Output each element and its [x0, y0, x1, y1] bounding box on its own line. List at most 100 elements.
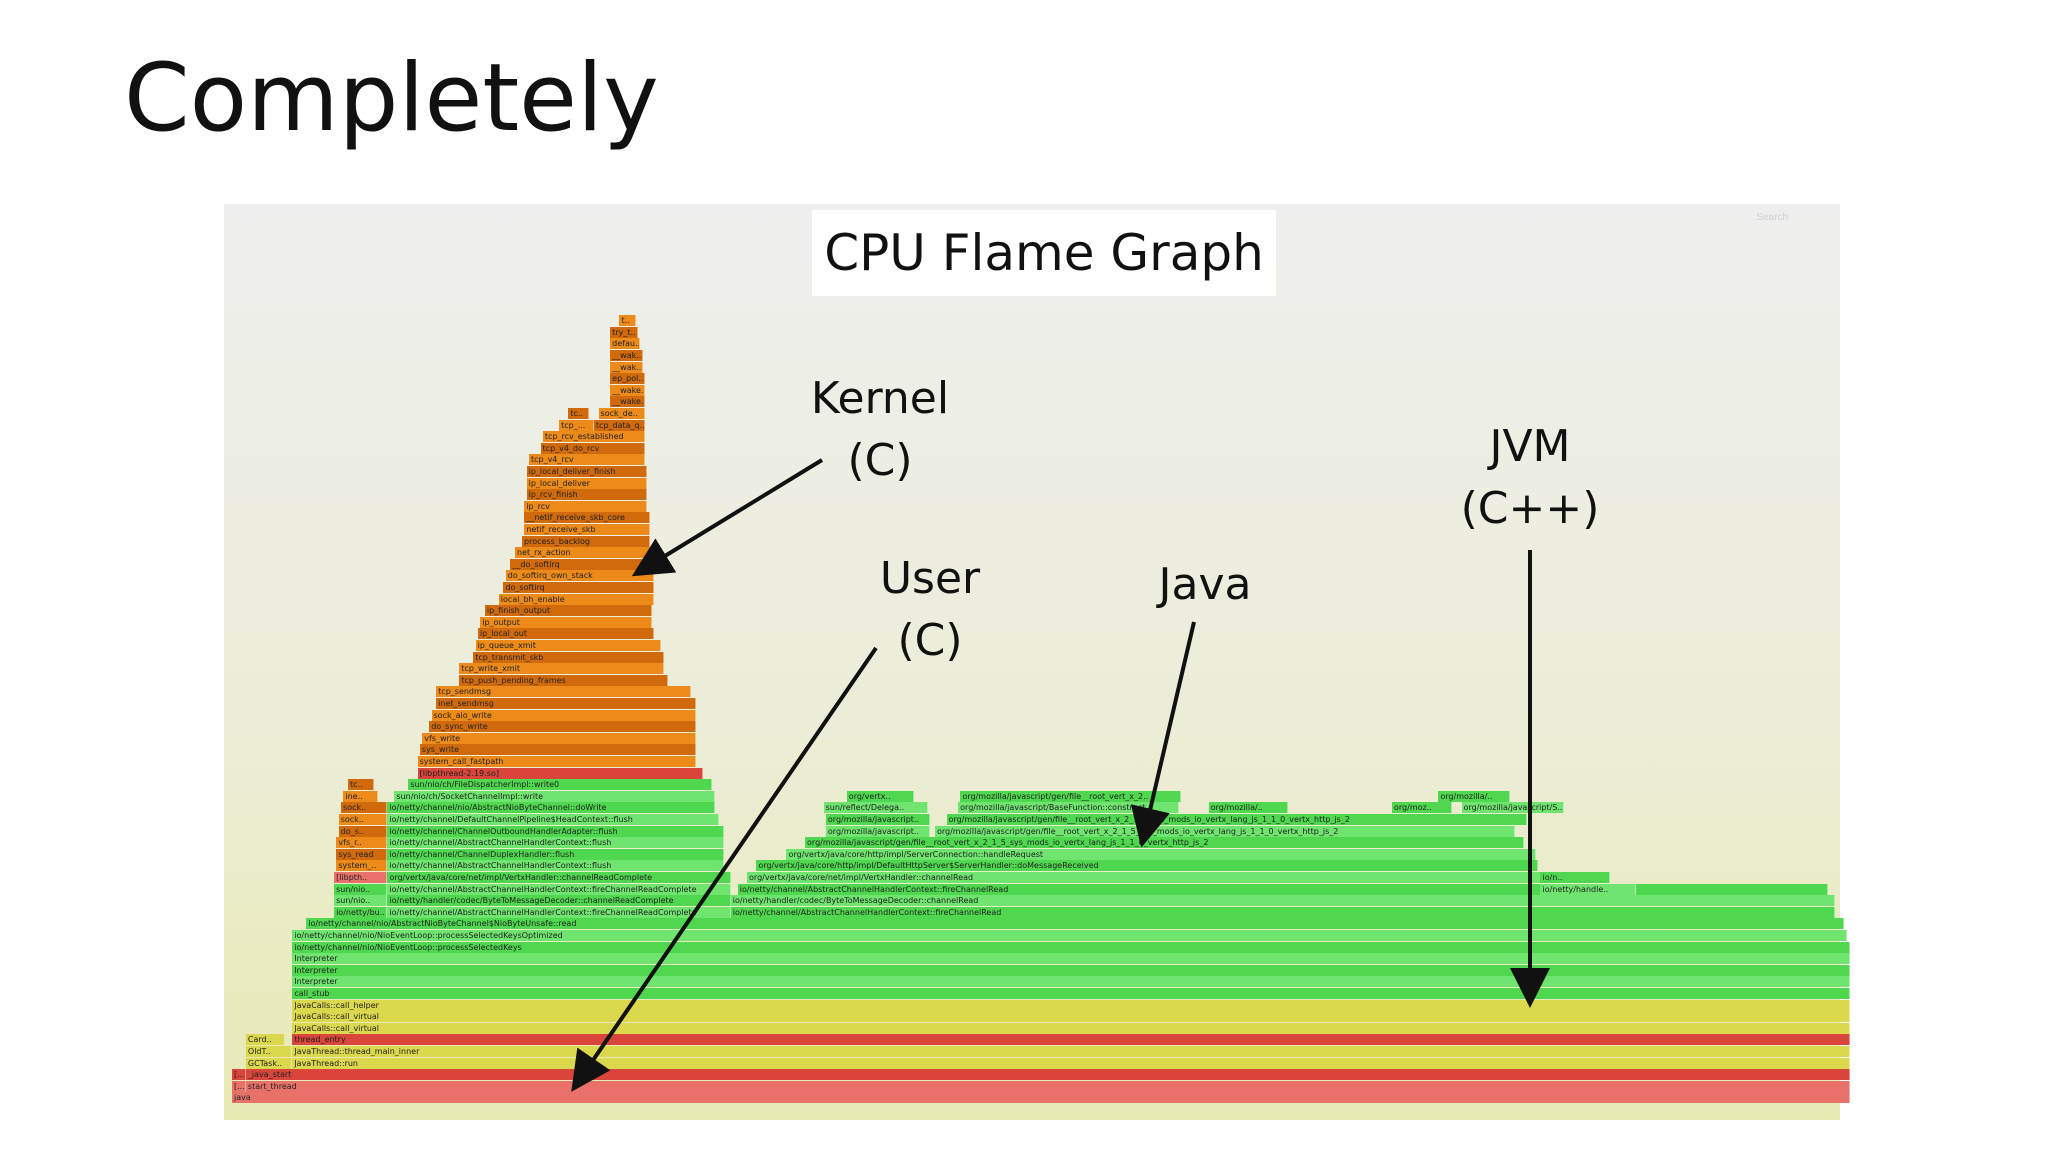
- flame-frame[interactable]: tcp_v4_do_rcv: [540, 442, 645, 454]
- flame-frame[interactable]: [...: [232, 1069, 246, 1081]
- flame-frame[interactable]: ep_pol..: [610, 373, 645, 385]
- flame-frame[interactable]: org/mozilla/javascript/gen/file__root_ve…: [805, 837, 1525, 849]
- flame-frame[interactable]: ip_rcv_finish: [526, 489, 648, 501]
- flame-frame[interactable]: sun/nio..: [334, 895, 388, 907]
- flame-frame[interactable]: defau..: [610, 338, 641, 350]
- flame-frame[interactable]: org/mozilla/javascript/gen/file__root_ve…: [960, 790, 1181, 802]
- flame-frame[interactable]: _java_start: [245, 1069, 1851, 1081]
- flame-frame[interactable]: OldT..: [245, 1046, 293, 1057]
- flame-frame[interactable]: __wak..: [610, 350, 643, 361]
- flame-frame[interactable]: sock..: [341, 802, 388, 814]
- flame-frame[interactable]: net_rx_action: [515, 547, 652, 559]
- flame-frame[interactable]: JavaCalls::call_virtual: [292, 1011, 1851, 1023]
- flame-frame[interactable]: __wak..: [610, 361, 643, 373]
- flame-frame[interactable]: thread_entry: [292, 1034, 1851, 1046]
- flame-frame[interactable]: io/netty/channel/ChannelDuplexHandler::f…: [387, 848, 724, 860]
- flame-frame[interactable]: tcp_push_pending_frames: [459, 674, 669, 686]
- flame-frame[interactable]: org/vertx/java/core/net/impl/VertxHandle…: [387, 872, 731, 883]
- flame-frame[interactable]: [libpthread-2.19.so]: [417, 767, 703, 779]
- flame-frame[interactable]: __netif_receive_skb_core: [524, 512, 650, 524]
- flame-frame[interactable]: JavaCalls::call_virtual: [292, 1022, 1851, 1034]
- flame-frame[interactable]: t..: [619, 315, 636, 327]
- flame-frame[interactable]: tcp_v4_rcv: [528, 454, 645, 466]
- flame-frame[interactable]: sock..: [338, 814, 388, 825]
- flame-frame[interactable]: org/vertx/java/core/http/impl/DefaultHtt…: [756, 860, 1539, 872]
- flame-frame[interactable]: tcp_write_xmit: [459, 663, 664, 675]
- flame-frame[interactable]: sock_de..: [598, 408, 645, 419]
- flame-frame[interactable]: process_backlog: [522, 535, 650, 547]
- flame-frame[interactable]: io/netty/channel/nio/AbstractNioByteChan…: [306, 918, 1845, 930]
- flame-frame[interactable]: netif_receive_skb: [524, 524, 650, 535]
- flame-frame[interactable]: start_thread: [245, 1080, 1851, 1092]
- flame-frame[interactable]: org/mozilla/..: [1438, 790, 1511, 802]
- flame-frame[interactable]: sun/nio..: [334, 883, 388, 895]
- flame-frame[interactable]: __wake..: [610, 384, 645, 396]
- flame-frame[interactable]: do_s..: [338, 825, 388, 837]
- flame-frame[interactable]: do_sync_write: [429, 721, 696, 733]
- flame-frame[interactable]: GCTask..: [245, 1057, 293, 1069]
- flame-frame[interactable]: io/netty/channel/AbstractChannelHandlerC…: [737, 883, 1829, 895]
- flame-frame[interactable]: sys_read: [336, 848, 388, 860]
- flame-frame[interactable]: org/vertx/java/core/net/impl/VertxHandle…: [747, 872, 1543, 883]
- flame-frame[interactable]: sun/nio/ch/FileDispatcherImpl::write0: [408, 779, 713, 791]
- flame-frame[interactable]: io/netty/channel/AbstractChannelHandlerC…: [387, 906, 731, 918]
- flame-frame[interactable]: io/netty/channel/AbstractChannelHandlerC…: [730, 906, 1836, 918]
- flame-frame[interactable]: io/netty/channel/nio/NioEventLoop::proce…: [292, 930, 1847, 941]
- flame-frame[interactable]: tc..: [348, 779, 374, 791]
- flame-frame[interactable]: io/netty/handle..: [1540, 883, 1636, 895]
- flame-frame[interactable]: JavaCalls::call_helper: [292, 999, 1851, 1011]
- flame-frame[interactable]: org/mozilla/javascript/gen/file__root_ve…: [946, 814, 1527, 825]
- flame-frame[interactable]: vfs_r..: [336, 837, 388, 849]
- flame-frame[interactable]: ip_queue_xmit: [475, 640, 662, 651]
- flame-frame[interactable]: system_call_fastpath: [417, 756, 696, 767]
- search-button[interactable]: Search: [1756, 212, 1788, 223]
- flame-frame[interactable]: ip_output: [480, 616, 652, 628]
- flame-frame[interactable]: io/netty/channel/AbstractChannelHandlerC…: [387, 837, 724, 849]
- flame-frame[interactable]: local_bh_enable: [498, 593, 655, 605]
- flame-frame[interactable]: org/mozilla/javascript/gen/file__root_ve…: [934, 825, 1515, 837]
- flame-frame[interactable]: do_softirq_own_stack: [505, 570, 655, 582]
- flame-frame[interactable]: io/netty/handler/codec/ByteToMessageDeco…: [387, 895, 731, 907]
- flame-frame[interactable]: org/moz..: [1392, 802, 1453, 814]
- flame-frame[interactable]: __do_softirq: [510, 558, 652, 570]
- flame-frame[interactable]: ine..: [343, 790, 379, 802]
- flame-frame[interactable]: tcp_transmit_skb: [473, 651, 664, 663]
- flame-frame[interactable]: io/n..: [1540, 872, 1611, 883]
- flame-frame[interactable]: Interpreter: [292, 953, 1851, 965]
- flame-frame[interactable]: io/netty/channel/DefaultChannelPipeline$…: [387, 814, 720, 825]
- flame-frame[interactable]: do_softirq: [503, 582, 655, 593]
- flame-frame[interactable]: try_t..: [610, 326, 638, 338]
- flame-frame[interactable]: org/mozilla/javascript/BaseFunction::con…: [958, 802, 1179, 814]
- flame-frame[interactable]: sys_write: [419, 744, 696, 756]
- flame-frame[interactable]: inet_sendmsg: [436, 698, 696, 709]
- flame-frame[interactable]: org/vertx..: [846, 790, 915, 802]
- flame-frame[interactable]: io/netty/channel/nio/NioEventLoop::proce…: [292, 941, 1851, 953]
- flame-frame[interactable]: java: [232, 1092, 1851, 1104]
- flame-frame[interactable]: ip_local_deliver: [526, 477, 648, 489]
- flame-frame[interactable]: ip_local_deliver_finish: [526, 466, 648, 477]
- flame-frame[interactable]: vfs_write: [422, 732, 696, 744]
- flame-frame[interactable]: tcp_...: [559, 419, 594, 431]
- flame-frame[interactable]: tc..: [568, 408, 590, 419]
- flame-frame[interactable]: org/mozilla/javascript..: [825, 825, 931, 837]
- flame-frame[interactable]: org/mozilla/..: [1208, 802, 1288, 814]
- flame-frame[interactable]: JavaThread::run: [292, 1057, 1851, 1069]
- flame-frame[interactable]: __wake..: [610, 396, 645, 408]
- flame-frame[interactable]: JavaThread::thread_main_inner: [292, 1046, 1851, 1057]
- flame-frame[interactable]: [libpth..: [334, 872, 388, 883]
- flame-frame[interactable]: [...: [232, 1080, 246, 1092]
- flame-frame[interactable]: Interpreter: [292, 964, 1851, 976]
- flame-frame[interactable]: io/netty/bu..: [334, 906, 388, 918]
- flame-frame[interactable]: call_stub: [292, 988, 1851, 999]
- flame-frame[interactable]: io/netty/channel/AbstractChannelHandlerC…: [387, 883, 731, 895]
- flame-frame[interactable]: tcp_rcv_established: [542, 431, 645, 443]
- flame-frame[interactable]: Interpreter: [292, 976, 1851, 988]
- flame-frame[interactable]: system_..: [336, 860, 388, 872]
- flame-frame[interactable]: io/netty/channel/nio/AbstractNioByteChan…: [387, 802, 715, 814]
- flame-frame[interactable]: org/mozilla/javascript/S..: [1461, 802, 1564, 814]
- flame-frame[interactable]: tcp_sendmsg: [436, 686, 692, 698]
- flame-frame[interactable]: ip_rcv: [524, 500, 648, 512]
- flame-frame[interactable]: Card..: [245, 1034, 286, 1046]
- flame-frame[interactable]: tcp_data_q..: [593, 419, 645, 431]
- flame-frame[interactable]: org/vertx/java/core/http/impl/ServerConn…: [786, 848, 1536, 860]
